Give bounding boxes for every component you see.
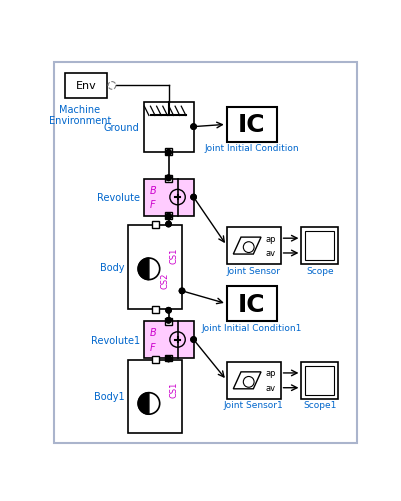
Bar <box>302 227 338 265</box>
Circle shape <box>166 308 171 313</box>
Circle shape <box>191 337 196 343</box>
Text: Revolute1: Revolute1 <box>91 335 140 345</box>
Text: Joint Sensor: Joint Sensor <box>227 266 281 275</box>
Text: IC: IC <box>238 292 265 316</box>
Bar <box>227 108 277 142</box>
Polygon shape <box>138 393 149 414</box>
Circle shape <box>191 195 196 200</box>
Circle shape <box>166 214 171 219</box>
Bar <box>144 102 194 152</box>
Bar <box>227 362 281 399</box>
Bar <box>302 362 338 399</box>
Circle shape <box>166 150 171 156</box>
Text: CS1: CS1 <box>170 247 179 263</box>
Circle shape <box>166 150 171 156</box>
Circle shape <box>166 308 171 313</box>
Text: B: B <box>150 185 156 195</box>
Text: ap: ap <box>265 369 276 378</box>
Text: av: av <box>266 249 276 258</box>
Bar <box>65 74 107 99</box>
Text: Joint Initial Condition: Joint Initial Condition <box>205 144 299 153</box>
Bar <box>227 287 277 322</box>
Bar <box>144 179 194 216</box>
Text: CS2: CS2 <box>160 272 170 289</box>
Text: Body1: Body1 <box>94 391 124 401</box>
Circle shape <box>191 195 196 200</box>
Text: Scope: Scope <box>306 266 334 275</box>
Circle shape <box>166 222 171 227</box>
Bar <box>144 322 194 358</box>
Circle shape <box>166 176 171 181</box>
Circle shape <box>166 214 171 219</box>
Circle shape <box>166 356 171 362</box>
Circle shape <box>166 356 171 362</box>
Text: Ground: Ground <box>104 122 140 132</box>
Bar <box>305 366 334 395</box>
Circle shape <box>179 289 185 294</box>
Bar <box>305 231 334 261</box>
Bar <box>165 176 172 183</box>
Bar <box>152 307 158 313</box>
Text: av: av <box>266 383 276 392</box>
Text: B: B <box>150 328 156 338</box>
Bar <box>165 149 172 156</box>
Circle shape <box>166 356 171 362</box>
Bar <box>152 356 158 363</box>
Circle shape <box>191 125 196 130</box>
Text: Env: Env <box>76 81 97 91</box>
Text: Joint Sensor1: Joint Sensor1 <box>224 401 284 410</box>
Bar <box>165 355 172 362</box>
Bar <box>227 227 281 265</box>
Circle shape <box>166 176 171 181</box>
Text: Body: Body <box>100 263 124 273</box>
Bar <box>165 318 172 325</box>
Circle shape <box>191 125 196 130</box>
Circle shape <box>179 289 185 294</box>
Bar <box>165 212 172 219</box>
Circle shape <box>166 318 171 323</box>
Bar <box>128 225 182 310</box>
Text: F: F <box>150 200 155 210</box>
Text: Revolute: Revolute <box>97 193 140 203</box>
Bar <box>128 360 182 433</box>
Text: CS1: CS1 <box>170 381 179 397</box>
Bar <box>152 222 158 229</box>
Text: IC: IC <box>238 113 265 137</box>
Text: Joint Initial Condition1: Joint Initial Condition1 <box>202 323 302 332</box>
Text: Scope1: Scope1 <box>303 401 336 410</box>
Circle shape <box>166 214 171 219</box>
Circle shape <box>166 318 171 323</box>
Circle shape <box>166 356 171 362</box>
Text: ap: ap <box>265 234 276 243</box>
Text: F: F <box>150 342 155 352</box>
Text: Machine
Environment: Machine Environment <box>49 105 111 126</box>
Circle shape <box>166 222 171 227</box>
Circle shape <box>166 356 171 362</box>
Polygon shape <box>138 259 149 280</box>
Circle shape <box>191 337 196 343</box>
